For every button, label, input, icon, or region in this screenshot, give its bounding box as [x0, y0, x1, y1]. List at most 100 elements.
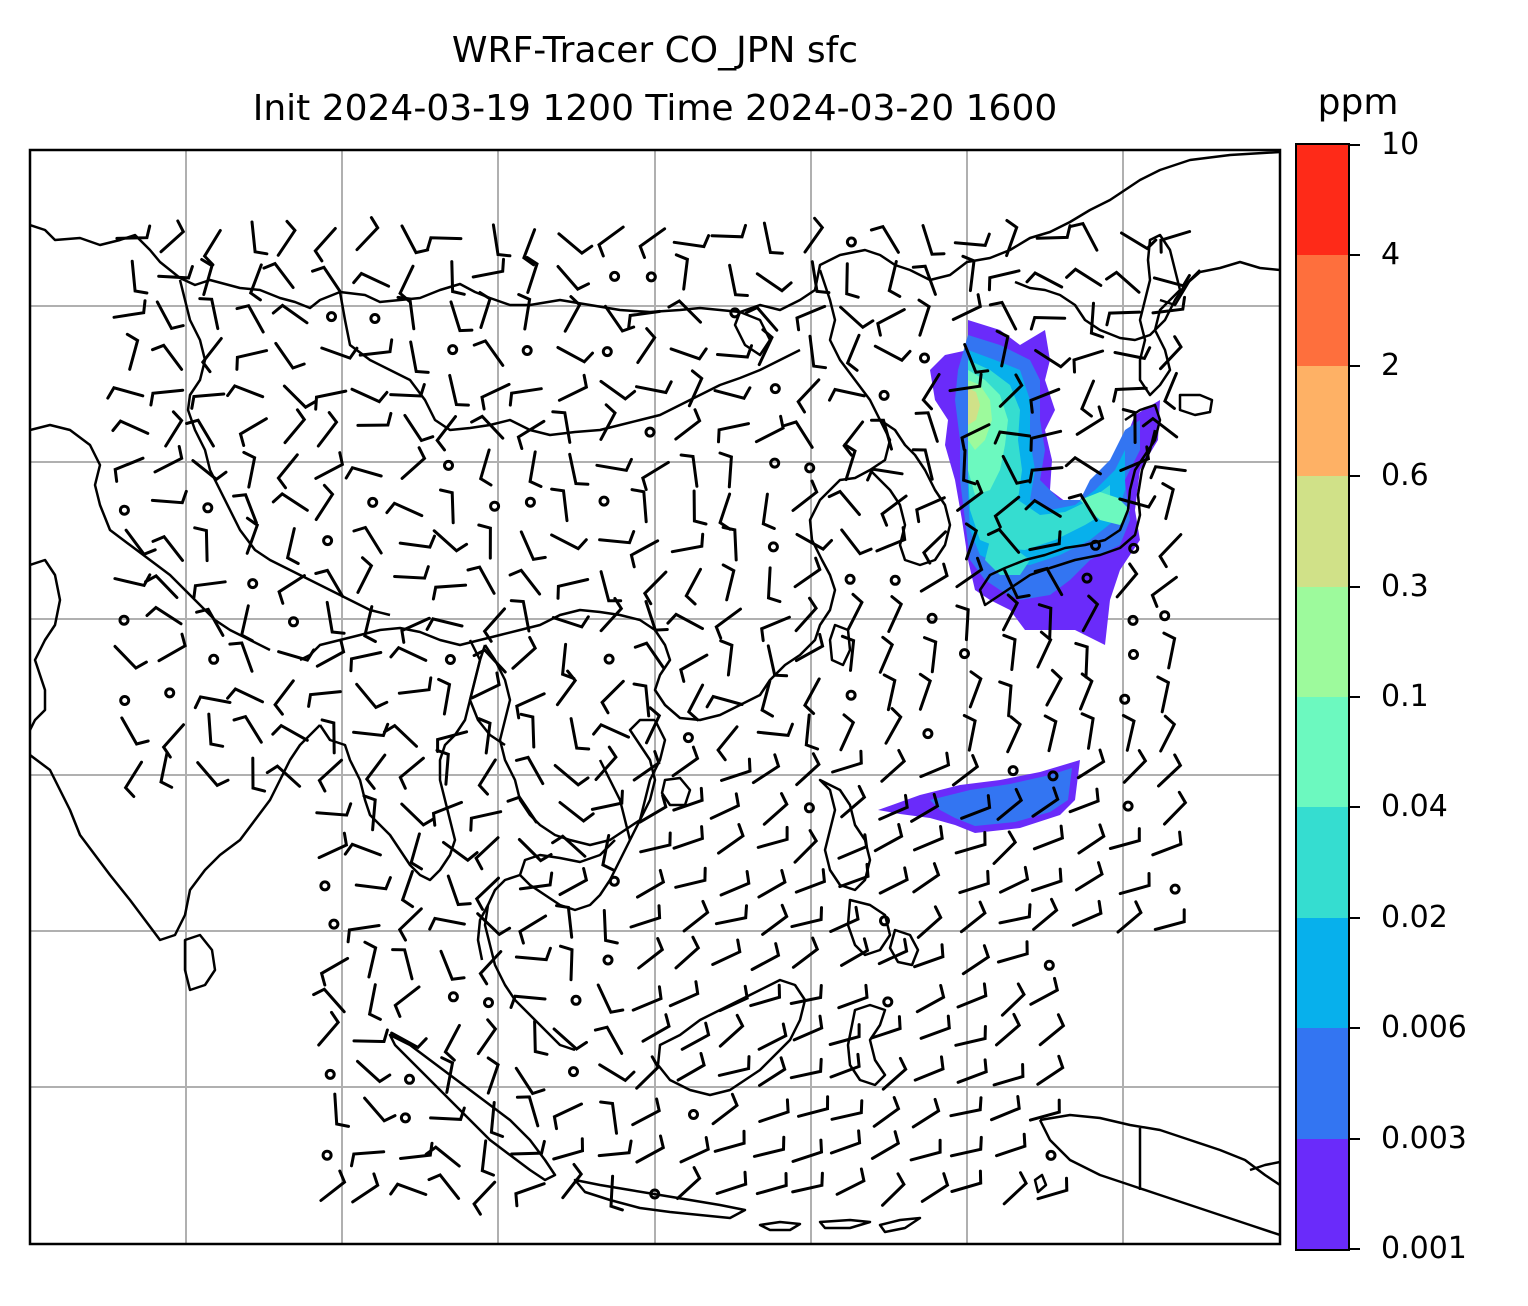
- wind-barb: [1045, 668, 1063, 707]
- wind-barb: [629, 904, 662, 929]
- wind-barb: [992, 830, 1018, 865]
- wind-barb: [358, 338, 394, 357]
- wind-barb: [315, 638, 346, 668]
- wind-barb: [596, 983, 625, 1014]
- wind-barb: [557, 373, 589, 402]
- wind-barb: [471, 257, 505, 279]
- wind-barb: [556, 578, 590, 600]
- wind-barb: [352, 271, 391, 288]
- wind-barb: [397, 676, 433, 695]
- calm-wind-circle: [1169, 883, 1181, 895]
- wind-barb: [882, 673, 897, 712]
- wind-barb: [226, 687, 264, 704]
- wind-barb: [887, 595, 904, 633]
- wind-barb: [317, 758, 343, 793]
- wind-barb: [789, 984, 823, 1005]
- wind-barb: [113, 644, 148, 670]
- wind-barb: [555, 669, 578, 707]
- wind-barb: [953, 232, 991, 247]
- calm-wind-circle: [845, 236, 857, 248]
- wind-barb: [561, 1163, 584, 1200]
- wind-barb: [757, 1022, 788, 1051]
- wind-barb: [316, 411, 339, 448]
- calm-wind-circle: [399, 1112, 411, 1124]
- calm-wind-circle: [1047, 770, 1059, 782]
- wind-barb: [1074, 641, 1089, 679]
- wind-barb: [762, 221, 784, 255]
- colorbar-segment: [1297, 254, 1348, 366]
- wind-barb: [389, 1182, 428, 1196]
- wind-barb: [948, 372, 983, 393]
- wind-barb: [157, 632, 187, 663]
- wind-barb: [761, 903, 789, 936]
- wind-barb: [363, 1096, 397, 1123]
- wind-barb: [713, 1129, 746, 1153]
- wind-barb: [711, 1092, 739, 1126]
- wind-barb: [314, 483, 335, 521]
- wind-barb: [1115, 562, 1139, 599]
- wind-barb: [995, 1132, 1027, 1158]
- wind-barb: [555, 904, 574, 939]
- calm-wind-circle: [443, 459, 454, 471]
- wind-barb: [998, 373, 1024, 408]
- tracer-plume-japan: [930, 320, 1160, 645]
- wind-barb: [1036, 630, 1053, 669]
- wind-barb: [635, 380, 673, 395]
- wind-barb: [846, 592, 864, 631]
- wind-barb: [363, 940, 378, 979]
- wind-barb: [870, 1130, 901, 1160]
- wind-barb: [1031, 786, 1060, 818]
- wind-barb: [1028, 530, 1062, 552]
- wind-barb: [962, 448, 977, 486]
- colorbar-tick: [1350, 1137, 1360, 1140]
- wind-barb: [557, 232, 594, 255]
- wind-barb: [1032, 897, 1059, 931]
- wind-barb: [400, 802, 436, 827]
- calm-wind-circle: [926, 612, 938, 624]
- calm-wind-circle: [644, 426, 656, 438]
- wind-barb: [472, 1180, 497, 1216]
- wind-barb: [355, 216, 380, 252]
- wind-barb: [1038, 1013, 1066, 1047]
- wind-barb: [350, 1150, 386, 1168]
- colorbar-tick-label: 10: [1381, 127, 1420, 162]
- wind-barb: [115, 224, 152, 240]
- calm-wind-circle: [1127, 614, 1139, 626]
- wind-barb: [843, 443, 857, 482]
- wind-barb: [398, 756, 425, 790]
- calm-wind-circle: [1090, 539, 1101, 551]
- wind-barb: [680, 1021, 711, 1051]
- calm-wind-circle: [326, 311, 337, 323]
- colorbar-tick-label: 0.04: [1381, 789, 1448, 825]
- wind-barb: [551, 615, 590, 629]
- wind-barb: [319, 1169, 347, 1202]
- wind-barb: [352, 722, 390, 738]
- wind-barb: [718, 451, 733, 489]
- wind-barb: [514, 946, 552, 962]
- colorbar-tick-label: 0.6: [1381, 458, 1429, 494]
- wind-barb: [113, 456, 145, 483]
- calm-wind-circle: [1128, 542, 1140, 554]
- wind-barb: [590, 789, 624, 811]
- wind-barb: [248, 263, 263, 302]
- calm-wind-circle: [609, 270, 621, 282]
- wind-barb: [553, 764, 590, 787]
- wind-barb: [400, 616, 431, 644]
- calm-wind-circle: [844, 573, 856, 585]
- wind-barb: [311, 265, 343, 294]
- wind-barb: [951, 293, 982, 321]
- wind-barb: [913, 825, 944, 852]
- wind-barb: [829, 1052, 861, 1079]
- wind-barb: [721, 563, 736, 602]
- wind-barb: [409, 340, 430, 374]
- wind-barb: [918, 672, 932, 711]
- wind-barb: [569, 717, 591, 751]
- calm-wind-circle: [328, 918, 340, 930]
- wind-barb: [426, 236, 463, 251]
- wind-barb: [396, 295, 416, 331]
- wind-barb: [1151, 295, 1186, 315]
- wind-barb: [399, 1141, 434, 1160]
- wind-barb: [400, 224, 430, 255]
- wind-barb: [151, 343, 184, 371]
